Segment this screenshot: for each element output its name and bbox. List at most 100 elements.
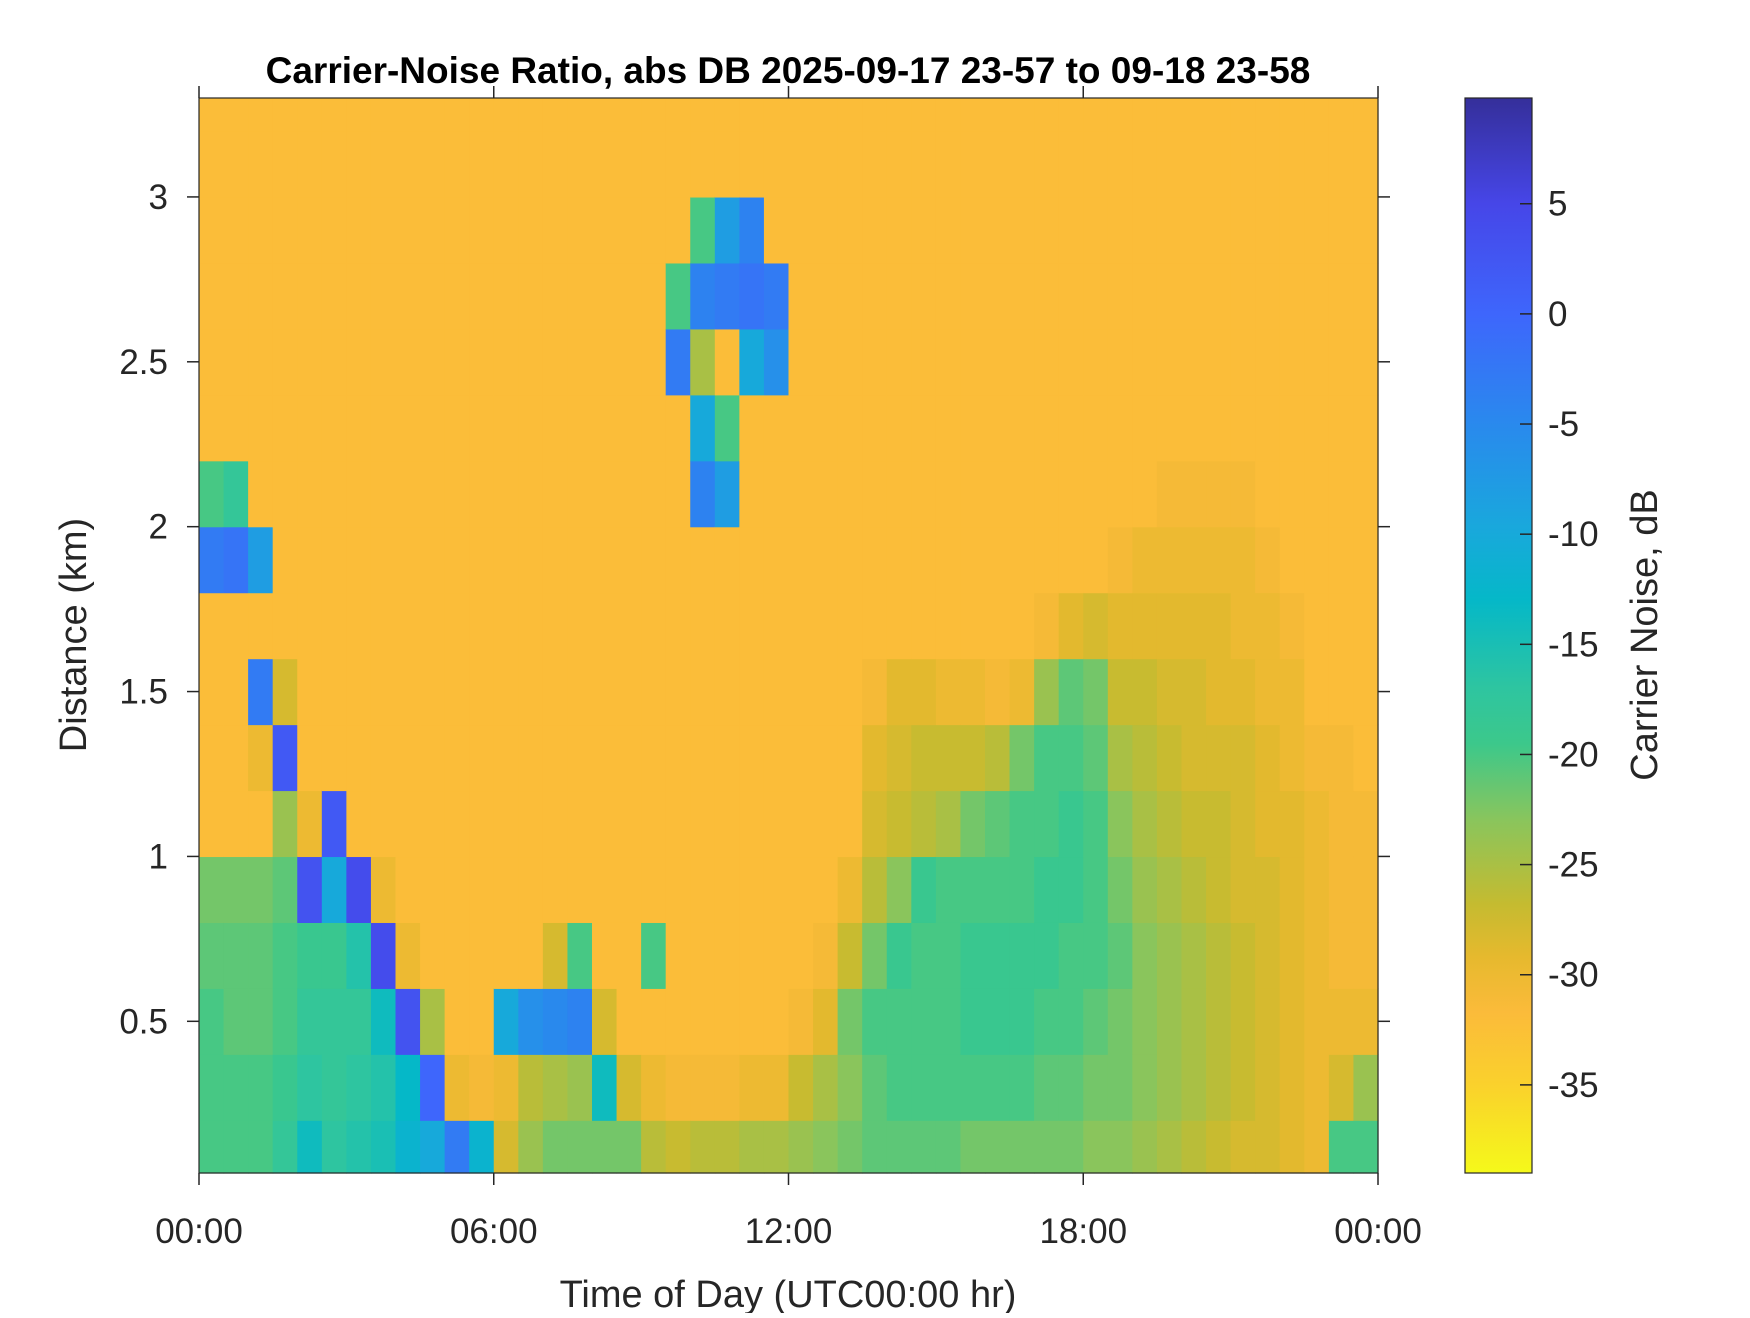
heatmap-cell [346,262,372,330]
heatmap-cell [1058,130,1084,198]
heatmap-cell [493,592,519,660]
heatmap-cell [1206,790,1232,858]
heatmap-cell [469,988,495,1055]
heatmap-cell [469,526,495,594]
heatmap-cell [592,1120,618,1174]
heatmap-cell [444,988,470,1055]
heatmap-cell [1181,658,1207,726]
heatmap-cell [665,196,691,264]
heatmap-cell [518,262,544,330]
heatmap-cell [1009,1120,1035,1174]
heatmap-cell [1058,394,1084,462]
heatmap-cell [1279,394,1305,462]
heatmap-cell [714,790,740,858]
heatmap-cell [272,1120,298,1174]
heatmap-cell [1034,262,1060,330]
heatmap-cell [935,1120,962,1174]
heatmap-cell [739,988,765,1055]
heatmap-cell [886,130,912,198]
heatmap-cell [641,856,667,923]
x-tick-label: 12:00 [745,1212,833,1251]
heatmap-cell [223,262,249,330]
heatmap-cell [469,1054,495,1121]
heatmap-cell [1083,262,1109,330]
heatmap-cell [911,658,937,726]
heatmap-cell [272,394,298,462]
heatmap-cell [690,394,716,462]
heatmap-cell [1107,460,1133,528]
heatmap-cell [960,526,986,594]
colorbar-tick-label: -35 [1548,1066,1599,1105]
heatmap-cell [788,98,814,132]
heatmap-cell [788,196,814,264]
heatmap-cell [1328,394,1355,462]
heatmap-cell [420,592,446,660]
heatmap-cell [444,328,470,396]
heatmap-cell [886,592,912,660]
heatmap-cell [223,1120,249,1174]
heatmap-cell [370,526,397,594]
heatmap-cell [1230,262,1256,330]
heatmap-cell [960,394,986,462]
heatmap-cell [1107,724,1133,792]
heatmap-cell [763,658,790,726]
heatmap-cell [1181,262,1207,330]
heatmap-cell [862,658,888,726]
heatmap-cell [567,1120,593,1174]
heatmap-cell [493,196,519,264]
heatmap-cell [763,724,790,792]
heatmap-cell [542,460,569,528]
heatmap-cell [616,262,642,330]
heatmap-cell [1107,1120,1133,1174]
heatmap-cell [199,658,225,726]
heatmap-cell [886,724,912,792]
heatmap-cell [1181,328,1207,396]
heatmap-cell [297,262,323,330]
heatmap-cell [911,460,937,528]
heatmap-cell [420,658,446,726]
heatmap-cell [813,394,839,462]
heatmap-cell [542,724,569,792]
heatmap-cell [837,790,863,858]
heatmap-cell [911,262,937,330]
heatmap-cell [1083,130,1109,198]
heatmap-cell [567,922,593,989]
heatmap-cell [862,724,888,792]
heatmap-cell [1058,328,1084,396]
heatmap-cell [1058,98,1084,132]
heatmap-cell [1230,658,1256,726]
heatmap-cell [395,1120,421,1174]
heatmap-cell [346,790,372,858]
heatmap-cell [444,394,470,462]
heatmap-cell [616,988,642,1055]
heatmap-cell [886,988,912,1055]
heatmap-cell [321,526,347,594]
heatmap-cell [813,922,839,989]
heatmap-cell [346,526,372,594]
heatmap-cell [346,130,372,198]
heatmap-cell [1353,790,1379,858]
heatmap-cell [1328,856,1355,923]
heatmap-cell [518,460,544,528]
heatmap-cell [199,328,225,396]
heatmap-cell [321,922,347,989]
heatmap-cell [1304,922,1330,989]
heatmap-cell [1132,724,1158,792]
heatmap-cell [1279,988,1305,1055]
heatmap-cell [1255,592,1281,660]
heatmap-cell [592,526,618,594]
heatmap-cell [321,98,347,132]
heatmap-cell [1328,1120,1355,1174]
heatmap-cell [813,790,839,858]
heatmap-cell [248,394,274,462]
heatmap-cell [911,988,937,1055]
heatmap-cell [1206,922,1232,989]
heatmap-cell [1255,130,1281,198]
heatmap-cell [813,526,839,594]
heatmap-cell [739,328,765,396]
heatmap-cell [813,196,839,264]
heatmap-cell [297,526,323,594]
heatmap-cell [297,790,323,858]
heatmap-cell [690,592,716,660]
heatmap-cell [346,922,372,989]
